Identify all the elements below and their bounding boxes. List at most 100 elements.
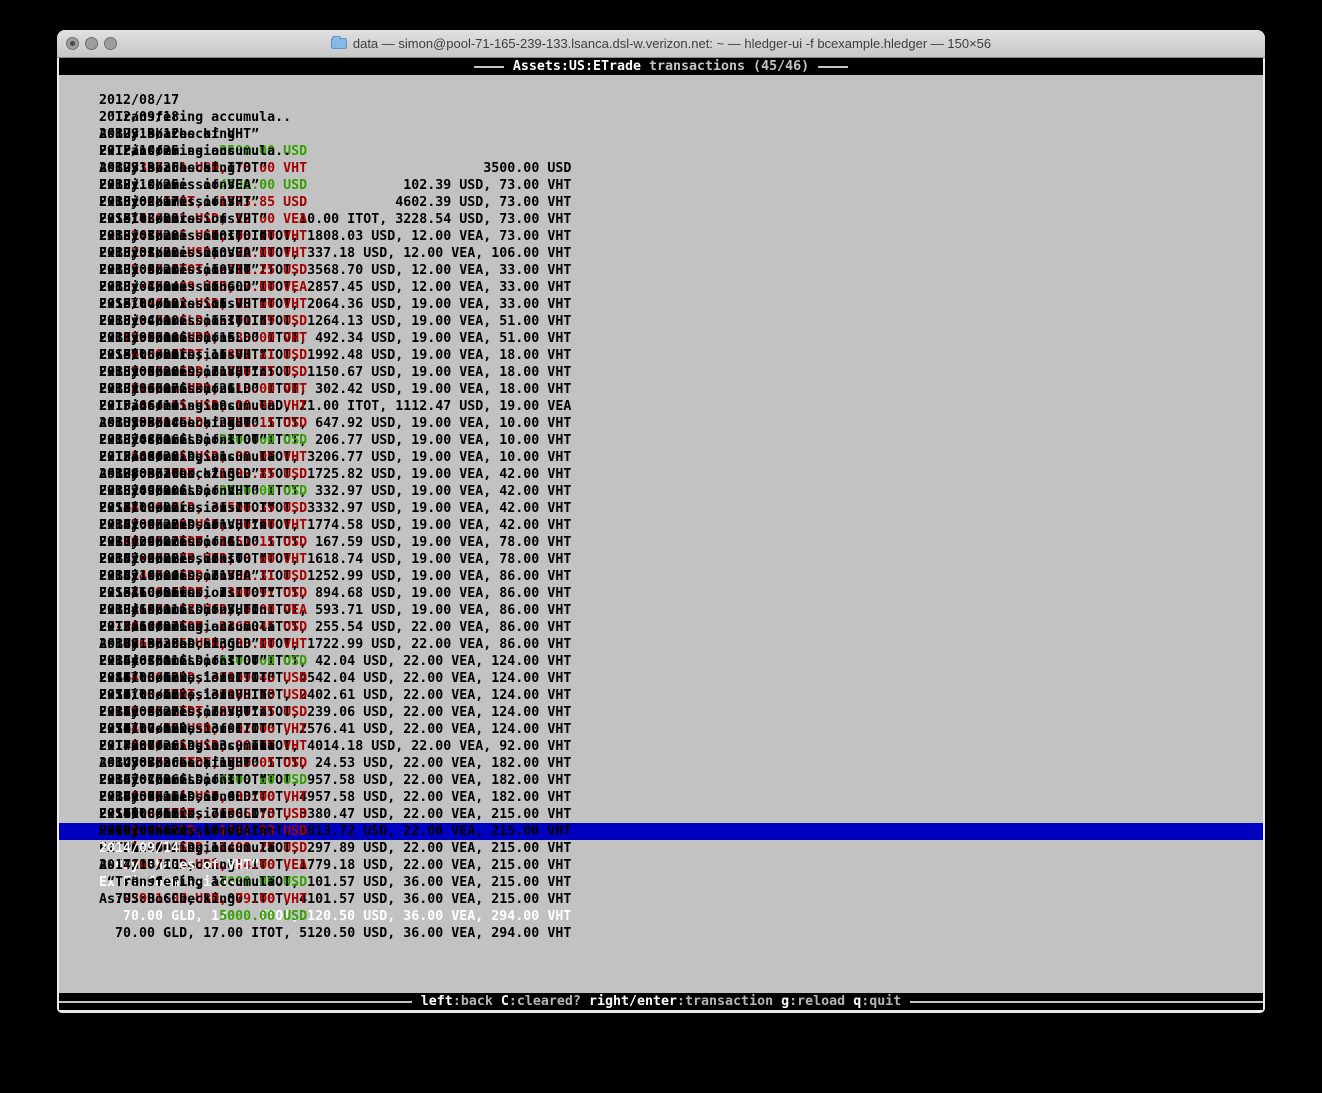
transaction-description: “Transfering accumula.. [107, 739, 292, 754]
transaction-date: 2013/09/22 [99, 552, 180, 567]
transaction-row[interactable]: 2014/07/26 “Buy shares of VHT” Ex:Fi:Com… [59, 721, 1263, 822]
transaction-row[interactable]: 2014/10/10 “Transfering accumula.. As:US… [59, 840, 1263, 941]
transaction-running-balance: 70.00 GLD, 17.00 ITOT, 1779.18 USD, 22.0… [115, 858, 572, 873]
transaction-description: “Buy shares of GLD” [107, 637, 260, 652]
transaction-date: 2014/08/15 [99, 790, 180, 805]
transaction-running-balance: 46.00 GLD, 23.00 ITOT, 593.71 USD, 19.00… [131, 603, 572, 618]
transaction-row[interactable]: 2013/09/22 “Buy shares of VEA” Ex:Fi:Com… [59, 534, 1263, 635]
transaction-row[interactable]: 2013/06/14 “Buy shares of VHT” Ex:Fi:Com… [59, 381, 1263, 482]
transaction-row[interactable]: 2013/09/20 “Sell shares of ITOT” Ex:Fi:C… [59, 466, 1263, 567]
transaction-row[interactable]: 2013/08/20 “Buy shares of GLD” Ex:Fi:Com… [59, 432, 1263, 533]
transaction-date: 2013/06/14 [99, 399, 180, 414]
transaction-row[interactable]: 2013/10/23 “Buy shares of ITOT” Ex:Fi:Co… [59, 619, 1263, 720]
transaction-running-balance: 10.00 ITOT, 3568.70 USD, 12.00 VEA, 33.0… [211, 263, 572, 278]
transaction-amount: 4000.00 USD [219, 773, 308, 788]
transaction-row[interactable]: 2014/07/18 “Transfering accumula.. As:US… [59, 704, 1263, 805]
transaction-row[interactable]: 2014/07/26 “Buy shares of GLD” Ex:Fi:Com… [59, 755, 1263, 856]
transaction-date: 2014/03/27 [99, 705, 180, 720]
transaction-amount: -793.09 USD, 7.00 VEA [139, 280, 308, 295]
transaction-row[interactable]: 2012/10/25 “Buy shares of VHT” Ex:Fi:Com… [59, 160, 1263, 261]
transaction-row[interactable]: 2013/10/23 “Buy shares of GLD” Ex:Fi:Com… [59, 602, 1263, 703]
transaction-row[interactable]: 2013/03/20 “Buy shares of VHT” Ex:Fi:Com… [59, 228, 1263, 329]
transaction-description: “Buy shares of VEA” [107, 569, 260, 584]
transaction-running-balance: 9.00 GLD, 15.00 ITOT, 492.34 USD, 19.00 … [139, 331, 572, 346]
transaction-row[interactable]: 2013/04/10 “Buy shares of ITOT” Ex:Fi:Co… [59, 279, 1263, 380]
transaction-amount: -15.00 ITOT, 2337.35 USD [115, 705, 308, 720]
transaction-date: 2014/07/18 [99, 722, 180, 737]
transaction-row[interactable]: 2013/03/20 “Buy shares of GLD” Ex:Fi:Com… [59, 245, 1263, 346]
transaction-amount: 10.00 ITOT, -1392.85 USD [115, 467, 308, 482]
transaction-running-balance: 70.00 GLD, 17.00 ITOT, 120.50 USD, 36.00… [123, 909, 572, 924]
transaction-row[interactable]: 2013/03/20 “Buy shares of ITOT” Ex:Fi:Co… [59, 194, 1263, 295]
transaction-row[interactable]: 2014/07/26 “Buy shares of ITOT” Ex:Fi:Co… [59, 738, 1263, 839]
transaction-amount: -10.00 ITOT, 1451.15 USD [115, 535, 308, 550]
transaction-running-balance: 70.00 GLD, 28.00 ITOT, 239.06 USD, 22.00… [123, 705, 572, 720]
transaction-running-balance: 86.00 GLD, 17.00 ITOT, 297.89 USD, 22.00… [123, 841, 572, 856]
transaction-running-balance: 46.00 GLD, 13.00 ITOT, 4542.04 USD, 22.0… [115, 671, 572, 686]
transaction-amount: -1606.99 USD, 36.00 VHT [123, 518, 308, 533]
transaction-date: 2012/10/12 [99, 127, 180, 142]
transaction-running-balance: 70.00 GLD, 17.00 ITOT, 4101.57 USD, 36.0… [115, 892, 572, 907]
transaction-row[interactable]: 2012/08/17 “Transfering accumula.. As:US… [59, 75, 1263, 176]
transaction-date: 2014/08/18 [99, 807, 180, 822]
transaction-row[interactable]: 2013/05/20 “Buy shares of GLD” Ex:Fi:Com… [59, 347, 1263, 448]
transaction-accounts: Ex:Fi:Commissions [99, 331, 236, 346]
transaction-row[interactable]: 2012/10/25 “Buy shares of ITOT” Ex:Fi:Co… [59, 126, 1263, 227]
transaction-row[interactable]: 2013/10/11 “Transfering accumula.. As:US… [59, 585, 1263, 686]
transaction-row[interactable]: 2013/03/20 “Buy shares of VEA” Ex:Fi:Com… [59, 211, 1263, 312]
transaction-row[interactable]: 2013/08/16 “Transfering accumula.. As:US… [59, 415, 1263, 516]
transaction-amount: 10.00 ITOT, -1373.85 USD [115, 195, 308, 210]
transaction-description: “Buy shares of VHT” [107, 416, 260, 431]
key-right-enter: right/enter [588, 994, 678, 1009]
transaction-row[interactable]: 2014/03/27 “Sell shares of ITOT” Ex:Fi:C… [59, 687, 1263, 788]
transaction-accounts: Ex:Fi:Commissions [99, 501, 236, 516]
transaction-accounts: Ex:Fi:Commissions, In:.. [99, 688, 292, 703]
transaction-row[interactable]: 2013/09/22 “Buy shares of ITOT” Ex:Fi:Co… [59, 517, 1263, 618]
zoom-button[interactable] [104, 37, 117, 50]
transaction-running-balance: 70.00 GLD, 13.00 ITOT, 4014.18 USD, 22.0… [123, 739, 572, 754]
transaction-accounts: Ex:Fi:Commissions [99, 246, 236, 261]
transaction-row[interactable]: 2014/09/12 “Transfering accumula.. As:US… [59, 806, 1263, 907]
transaction-row[interactable]: 2014/03/18 “Buy shares of VHT” Ex:Fi:Com… [59, 670, 1263, 771]
transaction-row[interactable]: 2014/03/12 “Sell shares of VHT” Ex:Fi:Co… [59, 653, 1263, 754]
transaction-row[interactable]: 2012/09/18 “Buy shares of VHT” Ex:Fi:Com… [59, 92, 1263, 193]
transaction-row[interactable]: 2013/04/04 “Sell shares of VHT” Ex:Fi:Co… [59, 262, 1263, 363]
transaction-row[interactable]: 2013/05/20 “Buy shares of VHT” Ex:Fi:Com… [59, 330, 1263, 431]
transaction-running-balance: 3500.00 USD [483, 161, 572, 176]
transaction-description: “Buy shares of GLD” [107, 331, 260, 346]
transaction-amount: 3000.00 USD [219, 433, 308, 448]
transaction-row[interactable]: 2013/10/04 “Sell shares of ITOT” Ex:Fi:C… [59, 551, 1263, 652]
window-titlebar[interactable]: data — simon@pool-71-165-239-133.lsanca.… [57, 30, 1265, 58]
transaction-row[interactable]: 2014/08/15 “Sell shares of GLD” Ex:Fi:Co… [59, 772, 1263, 873]
transaction-row[interactable]: 2013/06/14 “Buy shares of ITOT” Ex:Fi:Co… [59, 398, 1263, 499]
transaction-description: “Buy shares of VHT” [107, 195, 260, 210]
transaction-amount: 6.00 ITOT, -841.81 USD [131, 348, 308, 363]
transaction-row[interactable]: 2014/08/18 “Buy shares of VEA” Ex:Fi:Com… [59, 789, 1263, 890]
transaction-row[interactable]: 2013/08/20 “Buy shares of VHT” Ex:Fi:Com… [59, 449, 1263, 550]
transaction-row[interactable]: 2013/09/22 “Buy shares of GLD” Ex:Fi:Com… [59, 500, 1263, 601]
transaction-date: 2013/03/20 [99, 263, 180, 278]
transaction-date: 2012/10/25 [99, 161, 180, 176]
transaction-row[interactable]: 2013/06/07 “Transfering accumula.. As:US… [59, 364, 1263, 465]
transaction-amount: 3000.00 USD [219, 484, 308, 499]
transaction-row[interactable]: 2014/09/14 “Buy shares of VHT” Ex:Fi:Com… [59, 823, 1263, 924]
transaction-row[interactable]: 2012/10/12 “Transfering accumula.. As:US… [59, 109, 1263, 210]
transaction-row[interactable]: 2013/05/10 “Sell shares of VHT” Ex:Fi:Co… [59, 313, 1263, 414]
transaction-running-balance: 15.00 ITOT, 1264.13 USD, 19.00 VEA, 51.0… [211, 314, 572, 329]
transaction-row[interactable]: 2013/04/10 “Buy shares of GLD” Ex:Fi:Com… [59, 296, 1263, 397]
transaction-amount: 3500.00 USD [219, 144, 308, 159]
transaction-amount: 3231.52 USD, -73.00 VHT [123, 246, 308, 261]
register-title: Assets:US:ETrade transactions (45/46) [513, 59, 809, 74]
transaction-row[interactable]: 2013/10/06 “Buy shares of VHT” Ex:Fi:Com… [59, 568, 1263, 669]
transaction-accounts: As:US:Bo:Checking [99, 637, 236, 652]
close-button[interactable] [66, 37, 79, 50]
transaction-date: 2012/10/25 [99, 144, 180, 159]
minimize-button[interactable] [85, 37, 98, 50]
transaction-description: “Sell shares of VHT” [107, 688, 268, 703]
transaction-amount: 4500.00 USD [219, 654, 308, 669]
transaction-row[interactable]: 2013/02/17 “Sell shares of VHT” Ex:Fi:Co… [59, 177, 1263, 278]
transaction-row[interactable]: 2012/10/25 “Buy shares of VEA” Ex:Fi:Com… [59, 143, 1263, 244]
transaction-row[interactable]: 2014/03/11 “Sell shares of ITOT” Ex:Fi:C… [59, 636, 1263, 737]
transaction-row[interactable]: 2013/09/22 “Buy shares of VHT” Ex:Fi:Com… [59, 483, 1263, 584]
transaction-accounts: Ex:Fi:Commissions, In:.. [99, 824, 292, 839]
